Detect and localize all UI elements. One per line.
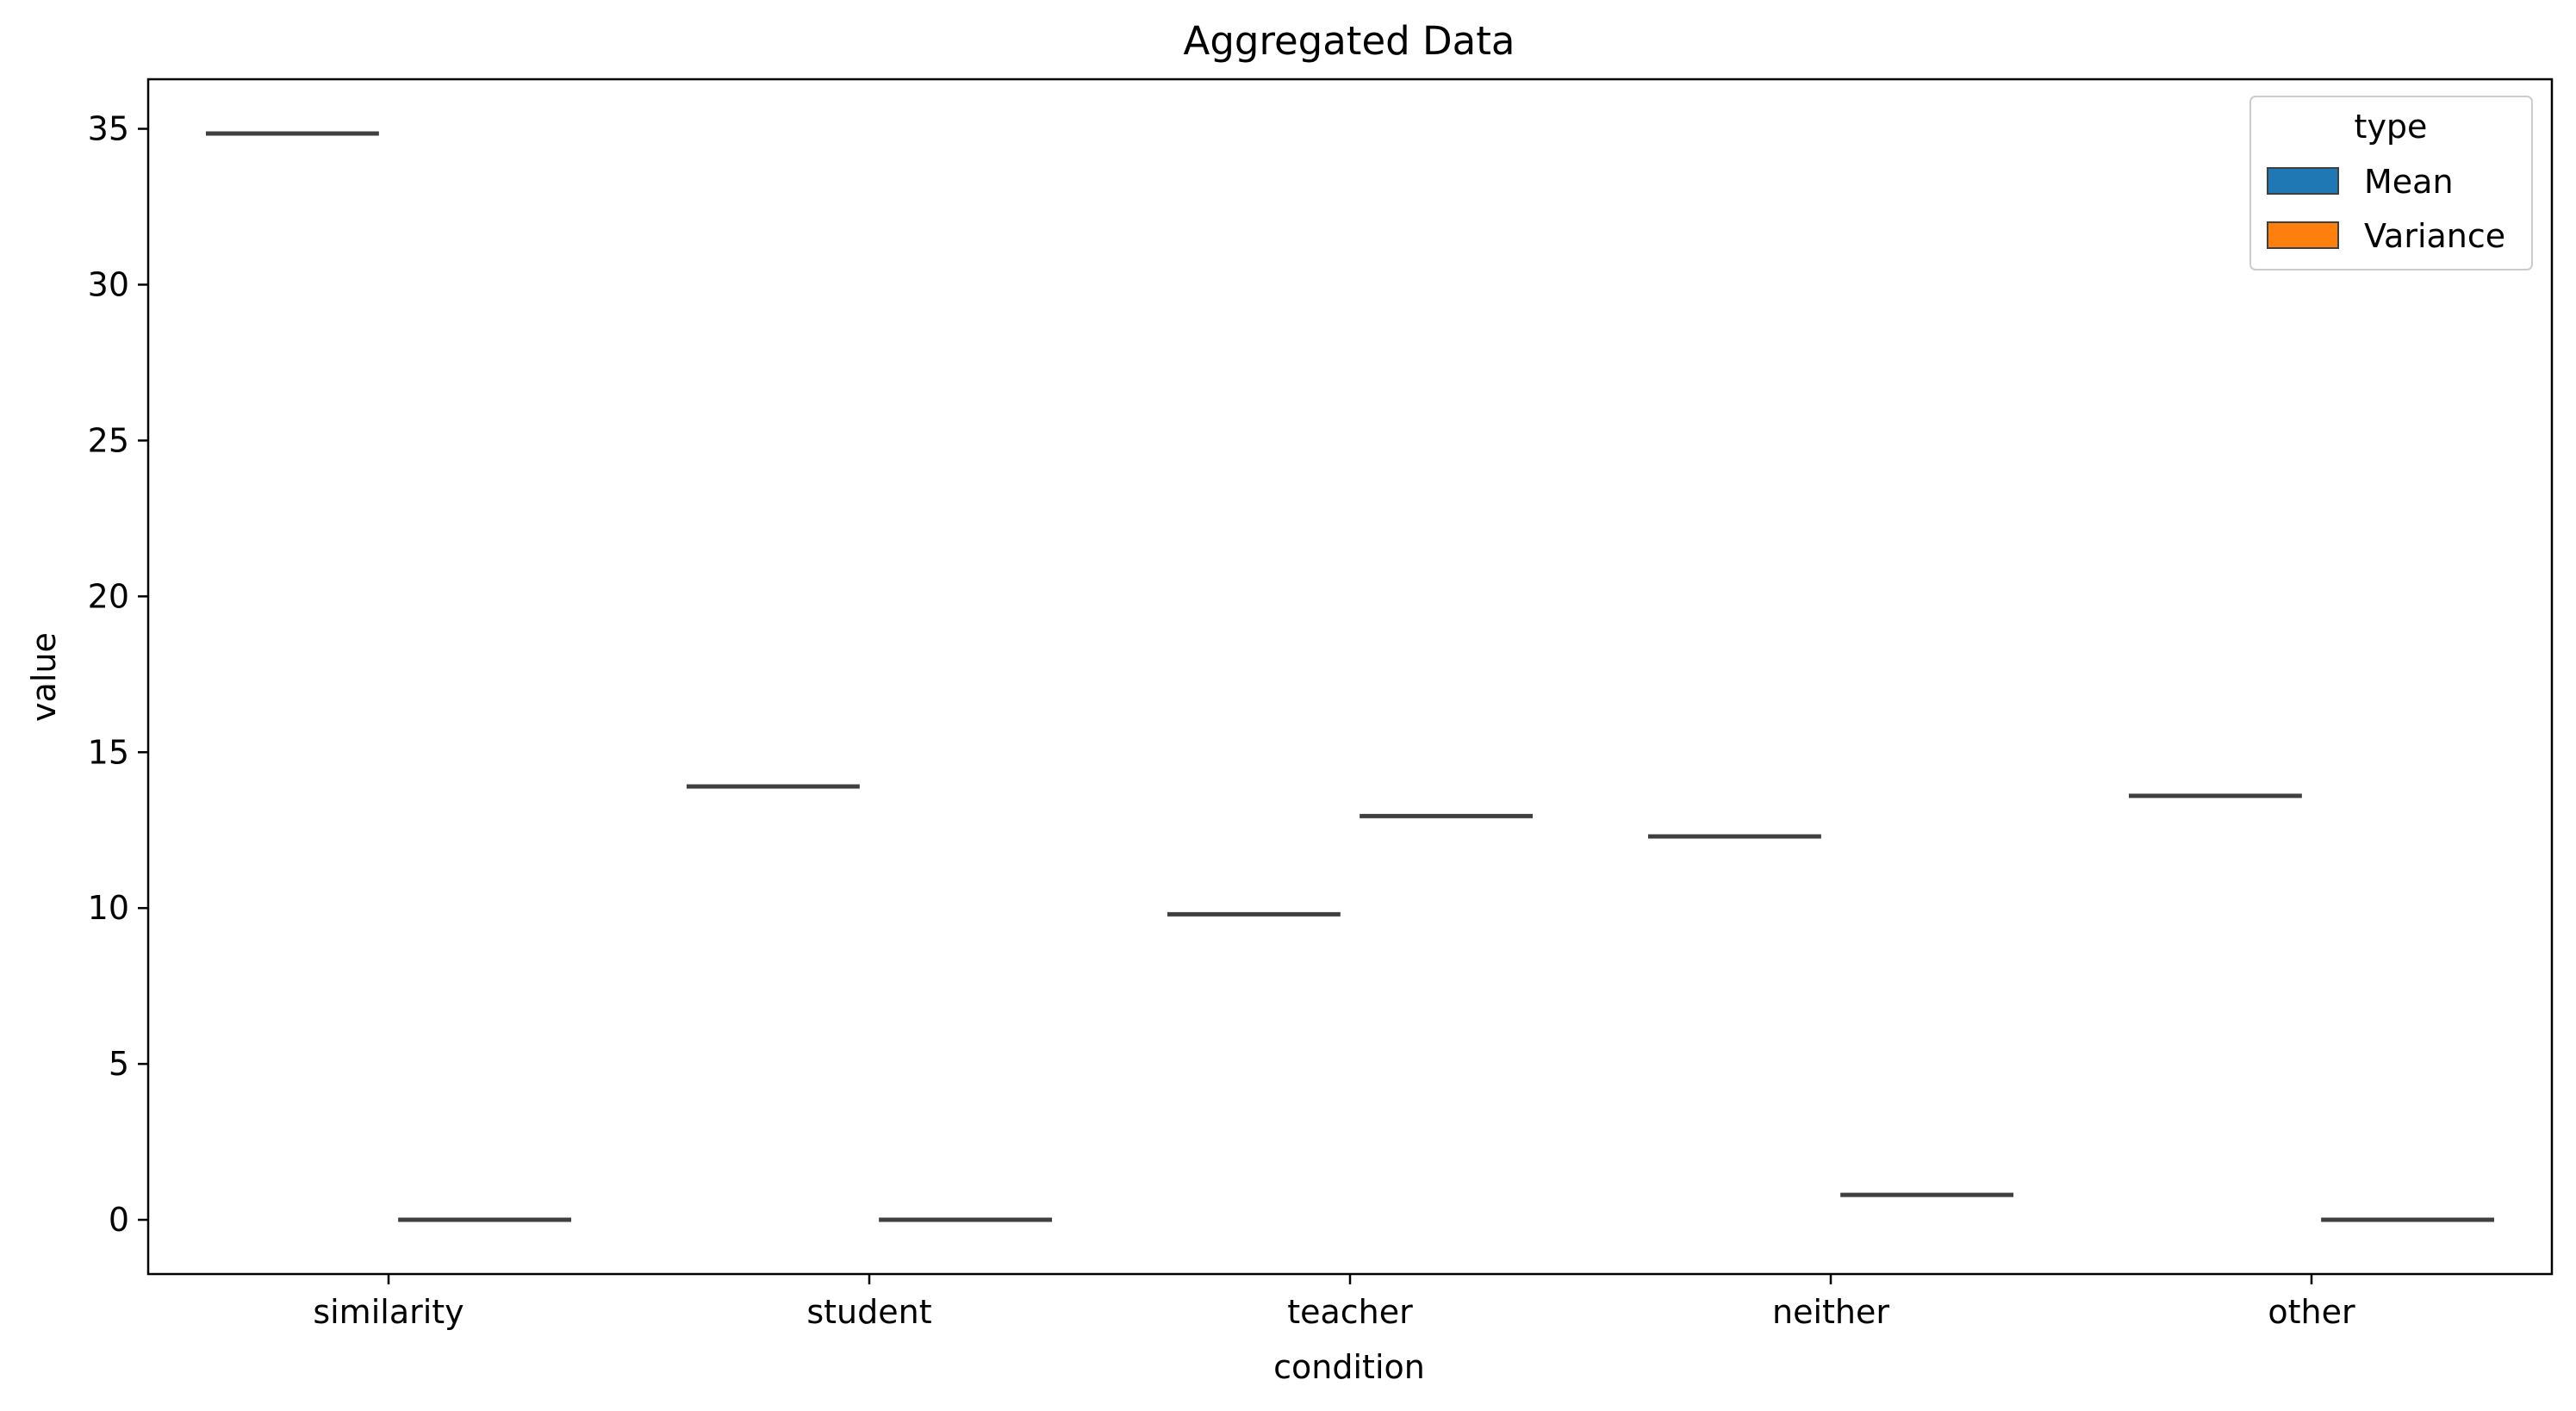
y-tick-label: 0 [109,1201,129,1239]
legend-title: type [2355,108,2428,146]
legend-swatch-mean [2267,167,2339,195]
x-tick-label-teacher: teacher [1287,1293,1413,1331]
x-tick-label-neither: neither [1772,1293,1889,1331]
legend-swatch-variance [2267,221,2339,249]
y-axis: 0 5 10 15 20 25 30 35 [88,110,148,1239]
y-tick-label: 20 [88,577,129,615]
y-tick-label: 5 [109,1045,129,1083]
legend-entries: Mean Variance [2267,163,2505,255]
legend: type Mean Variance [2249,96,2533,270]
x-tick-label-similarity: similarity [313,1293,464,1331]
axes-frame [146,78,2554,1276]
y-tick-label: 30 [88,265,129,303]
chart-title: Aggregated Data [1184,18,1515,64]
y-tick-label: 25 [88,421,129,459]
y-axis-label: value [25,632,63,722]
plot-area [205,131,2495,1222]
x-tick-label-student: student [806,1293,931,1331]
y-tick-label: 35 [88,110,129,148]
y-tick-label: 15 [88,733,129,771]
y-tick-label: 10 [88,889,129,927]
x-axis: similarity student teacher neither other [313,1274,2355,1331]
x-tick-label-other: other [2268,1293,2355,1331]
legend-label-variance: Variance [2364,217,2505,255]
x-axis-label: condition [1273,1348,1425,1386]
legend-label-mean: Mean [2364,163,2454,201]
